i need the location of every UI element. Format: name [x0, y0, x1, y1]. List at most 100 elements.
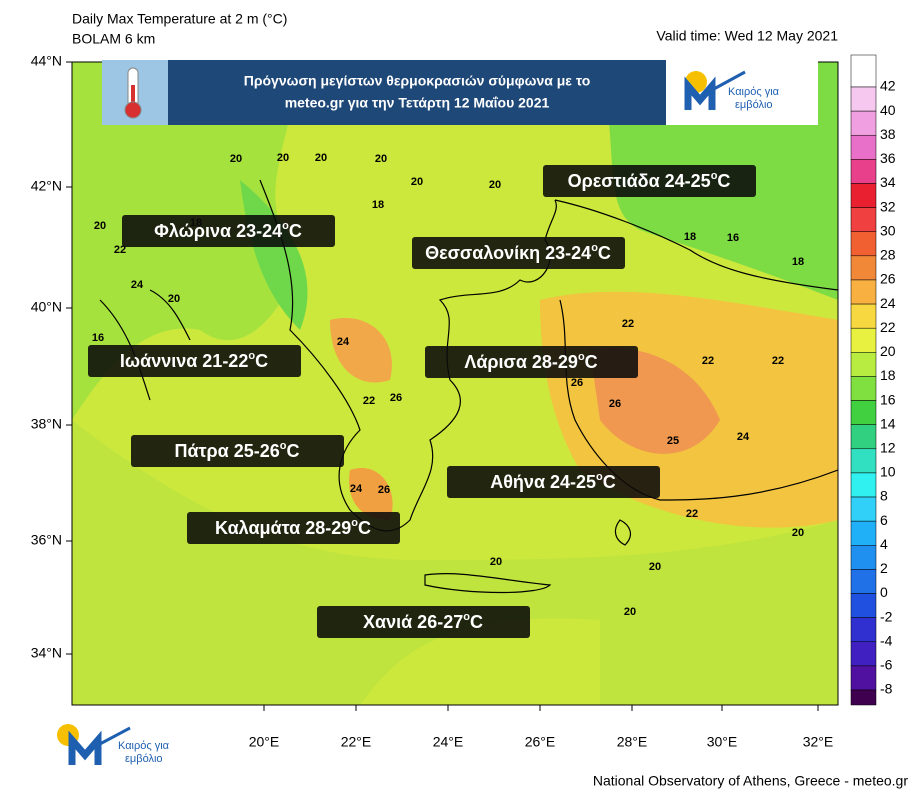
colorbar-label: 4 — [880, 536, 888, 552]
colorbar-box — [850, 665, 877, 691]
colorbar-label: 24 — [880, 295, 896, 311]
city-box — [88, 345, 301, 377]
colorbar-box — [850, 327, 877, 353]
thermometer-icon — [124, 67, 142, 119]
colorbar-label: 38 — [880, 126, 896, 142]
contour-label: 16 — [727, 232, 739, 244]
contour-label: 22 — [702, 355, 714, 367]
degree: o — [351, 517, 358, 529]
contour-label: 26 — [390, 392, 402, 404]
city-box — [543, 165, 756, 197]
degree: o — [463, 611, 470, 623]
city-name: Λάρισα 28-29 — [464, 352, 578, 372]
contour-label: 26 — [378, 484, 390, 496]
city-name: Θεσσαλονίκη 23-24 — [425, 243, 591, 263]
colorbar-box — [850, 183, 877, 208]
city-box — [425, 346, 638, 378]
colorbar-label: -6 — [880, 657, 893, 673]
logo-text: Καιρός για — [728, 86, 780, 98]
lon-label: 32°E — [803, 734, 834, 750]
city-box — [122, 215, 335, 247]
colorbar-box — [850, 520, 877, 546]
contour-label: 22 — [114, 244, 126, 256]
contour-label: 22 — [686, 508, 698, 520]
colorbar-box — [850, 255, 877, 281]
colorbar-label: 14 — [880, 415, 896, 431]
city-box — [317, 606, 530, 638]
contour-label: 20 — [375, 153, 387, 165]
contour-label: 16 — [92, 332, 104, 344]
lon-label: 22°E — [341, 734, 372, 750]
colorbar-label: 30 — [880, 222, 896, 238]
colorbar-top — [850, 54, 877, 88]
colorbar-box — [850, 448, 877, 474]
city-label: Ορεστιάδα 24-25oC — [568, 170, 731, 191]
header-title: Daily Max Temperature at 2 m (°C) — [72, 11, 287, 27]
contour-label: 18 — [684, 231, 696, 243]
city-box — [412, 237, 625, 269]
city-label: Φλώρινα 23-24oC — [154, 220, 302, 241]
logo: Καιρός για εμβόλιο — [684, 70, 780, 111]
lat-label: 34°N — [31, 645, 62, 661]
contour-label: 20 — [649, 561, 661, 573]
colorbar-label: 0 — [880, 584, 888, 600]
lon-label: 24°E — [433, 734, 464, 750]
degree: o — [596, 471, 603, 483]
city-label: Ιωάννινα 21-22oC — [120, 350, 268, 371]
contour-label: 20 — [411, 176, 423, 188]
unit: C — [585, 352, 598, 372]
colorbar-label: 26 — [880, 271, 896, 287]
colorbar-box — [850, 569, 877, 594]
colorbar-label: 8 — [880, 488, 888, 504]
city-name: Καλαμάτα 28-29 — [215, 518, 351, 538]
contour-label: 24 — [131, 279, 144, 291]
city-label: Πάτρα 25-26oC — [174, 440, 299, 461]
city-name: Ορεστιάδα 24-25 — [568, 171, 711, 191]
colorbar-box — [850, 110, 877, 136]
lon-label: 26°E — [525, 734, 556, 750]
city-name: Φλώρινα 23-24 — [154, 221, 282, 241]
lat-label: 40°N — [31, 299, 62, 315]
degree: o — [282, 220, 289, 232]
lon-label: 30°E — [707, 734, 738, 750]
unit: C — [287, 441, 300, 461]
city-box — [187, 512, 400, 544]
lon-label: 28°E — [617, 734, 648, 750]
city-label: Χανιά 26-27oC — [363, 611, 483, 632]
logo-text: εμβόλιο — [735, 99, 773, 111]
unit: C — [598, 243, 611, 263]
colorbar-label: 20 — [880, 343, 896, 359]
logo-text: εμβόλιο — [125, 753, 163, 765]
banner-line: meteo.gr για την Τετάρτη 12 Μαΐου 2021 — [285, 95, 550, 111]
colorbar-label: 6 — [880, 512, 888, 528]
colorbar-box — [850, 376, 877, 401]
contour-label: 24 — [350, 483, 363, 495]
lat-label: 42°N — [31, 178, 62, 194]
unit: C — [255, 351, 268, 371]
colorbar-label: 32 — [880, 198, 896, 214]
contour-label: 18 — [372, 199, 384, 211]
city-label: Θεσσαλονίκη 23-24oC — [425, 242, 611, 263]
contour-label: 20 — [168, 293, 180, 305]
contour-label: 26 — [571, 377, 583, 389]
contour-label: 24 — [337, 336, 350, 348]
unit: C — [717, 171, 730, 191]
city-label: Λάρισα 28-29oC — [464, 351, 597, 372]
colorbar-box — [850, 545, 877, 570]
city-name: Ιωάννινα 21-22 — [120, 351, 248, 371]
lon-label: 20°E — [249, 734, 280, 750]
colorbar-label: 18 — [880, 367, 896, 383]
colorbar-label: 2 — [880, 560, 888, 576]
contour-label: 22 — [363, 395, 375, 407]
contour-label: 20 — [315, 152, 327, 164]
contour-label: 20 — [490, 556, 502, 568]
contour-label: 22 — [772, 355, 784, 367]
colorbar-box — [850, 424, 877, 450]
city-name: Χανιά 26-27 — [363, 612, 463, 632]
lat-label: 38°N — [31, 416, 62, 432]
degree: o — [591, 242, 598, 254]
colorbar-box — [850, 207, 877, 232]
degree: o — [578, 351, 585, 363]
contour-label: 20 — [624, 606, 636, 618]
